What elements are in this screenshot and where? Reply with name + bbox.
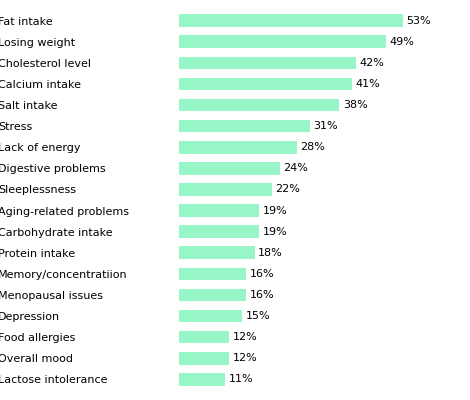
Text: 18%: 18% (258, 248, 283, 258)
Bar (179, 78, 352, 90)
Bar (179, 204, 259, 217)
Text: 24%: 24% (283, 163, 308, 173)
Text: 15%: 15% (245, 311, 270, 321)
Text: 16%: 16% (250, 269, 274, 279)
Text: 31%: 31% (313, 121, 338, 131)
Bar (179, 99, 339, 111)
Bar (179, 268, 246, 280)
Bar (179, 331, 229, 344)
Bar (179, 141, 297, 154)
Text: 22%: 22% (275, 184, 300, 194)
Bar (179, 183, 272, 196)
Text: 38%: 38% (343, 100, 368, 110)
Text: 16%: 16% (250, 290, 274, 300)
Bar (179, 310, 242, 322)
Text: 42%: 42% (360, 58, 384, 68)
Bar (179, 56, 356, 69)
Bar (179, 162, 280, 175)
Bar (179, 14, 403, 27)
Text: 28%: 28% (300, 142, 325, 152)
Bar (179, 246, 255, 259)
Text: 53%: 53% (406, 16, 431, 26)
Bar (179, 36, 386, 48)
Text: 49%: 49% (389, 37, 414, 47)
Bar (179, 289, 246, 301)
Bar (179, 352, 229, 364)
Text: 19%: 19% (262, 206, 287, 216)
Bar (179, 373, 225, 386)
Bar (179, 120, 310, 132)
Text: 12%: 12% (233, 332, 258, 342)
Text: 19%: 19% (262, 227, 287, 237)
Text: 41%: 41% (355, 79, 380, 89)
Bar (179, 225, 259, 238)
Text: 11%: 11% (228, 374, 253, 384)
Text: 12%: 12% (233, 353, 258, 363)
